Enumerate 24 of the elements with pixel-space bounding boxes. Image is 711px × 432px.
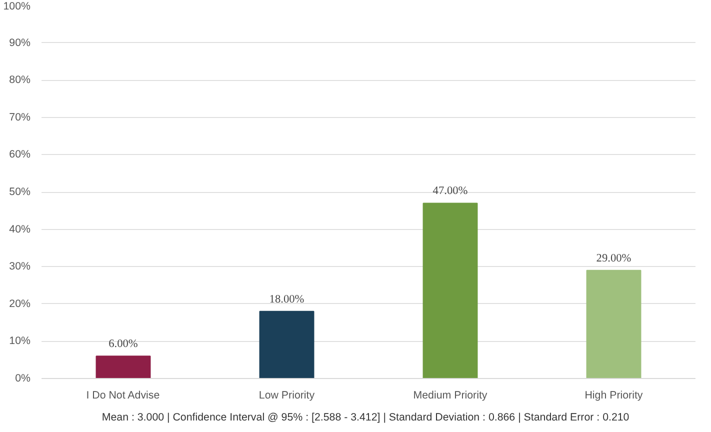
bar — [422, 202, 478, 378]
data-label: 6.00% — [108, 338, 138, 350]
y-tick-label: 60% — [9, 148, 32, 161]
x-tick-label: Low Priority — [258, 390, 316, 402]
y-tick-label: 100% — [3, 0, 32, 12]
bar — [96, 356, 151, 378]
y-tick-label: 40% — [9, 223, 32, 236]
x-tick-label: I Do Not Advise — [86, 390, 160, 402]
data-label: 18.00% — [269, 293, 305, 306]
y-tick-label: 80% — [9, 74, 32, 86]
x-tick-label: Medium Priority — [413, 390, 488, 402]
y-tick-label: 50% — [9, 186, 32, 198]
bar — [259, 310, 314, 378]
y-tick-label: 20% — [9, 298, 32, 310]
y-tick-label: 90% — [9, 36, 32, 49]
bar — [586, 270, 642, 378]
y-tick-label: 10% — [9, 335, 32, 348]
text: Mean : 3.000 | Confidence Interval @ 95% : [2.588 - 3.412] | Standard Deviation : 0.866 | Standard Error : 0.210 — [102, 412, 630, 424]
y-tick-label: 30% — [9, 260, 32, 273]
x-tick-label: High Priority — [584, 390, 644, 402]
y-tick-label: 70% — [9, 111, 32, 124]
y-tick-label: 0% — [15, 372, 32, 384]
data-label: 47.00% — [432, 185, 468, 198]
data-label: 29.00% — [596, 252, 632, 264]
